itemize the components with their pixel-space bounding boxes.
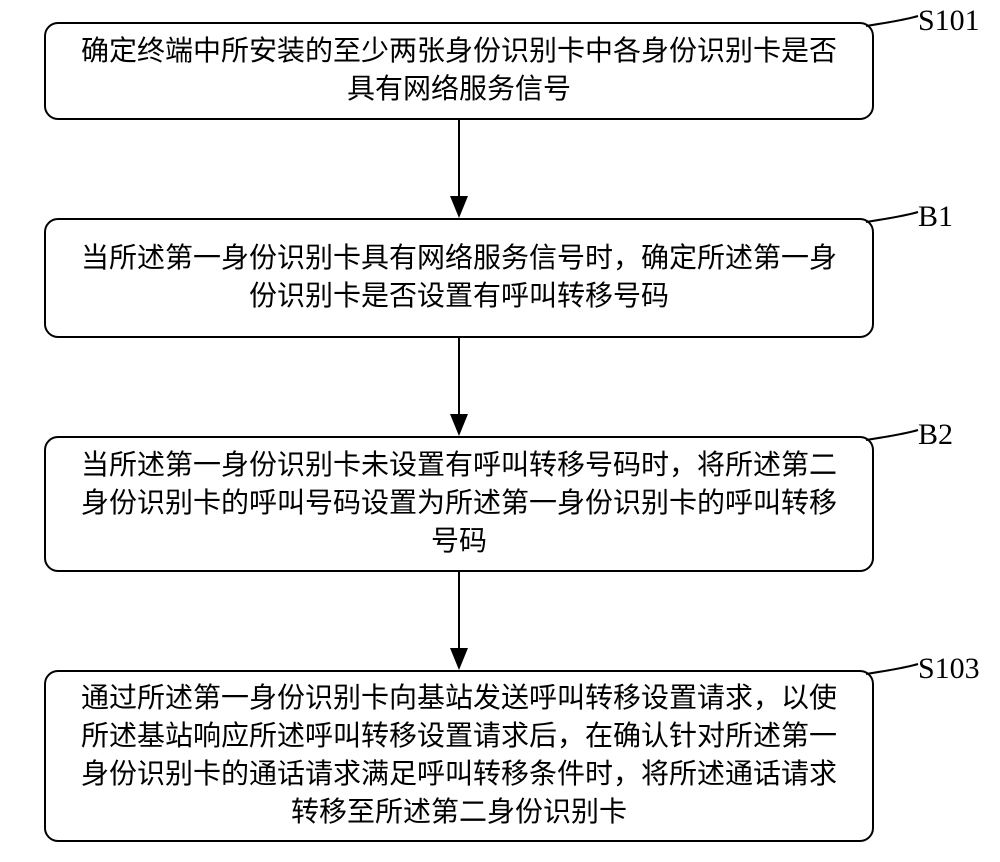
arrow-s101-to-b1 bbox=[458, 120, 460, 196]
arrow-b2-to-s103 bbox=[458, 572, 460, 648]
arrow-b1-to-b2 bbox=[458, 338, 460, 414]
flowchart-canvas: 确定终端中所安装的至少两张身份识别卡中各身份识别卡是否具有网络服务信号当所述第一… bbox=[0, 0, 1000, 862]
arrow-head-b1-to-b2 bbox=[450, 414, 468, 436]
arrow-head-b2-to-s103 bbox=[450, 648, 468, 670]
arrow-head-s101-to-b1 bbox=[450, 196, 468, 218]
callout-s103 bbox=[0, 0, 1000, 862]
